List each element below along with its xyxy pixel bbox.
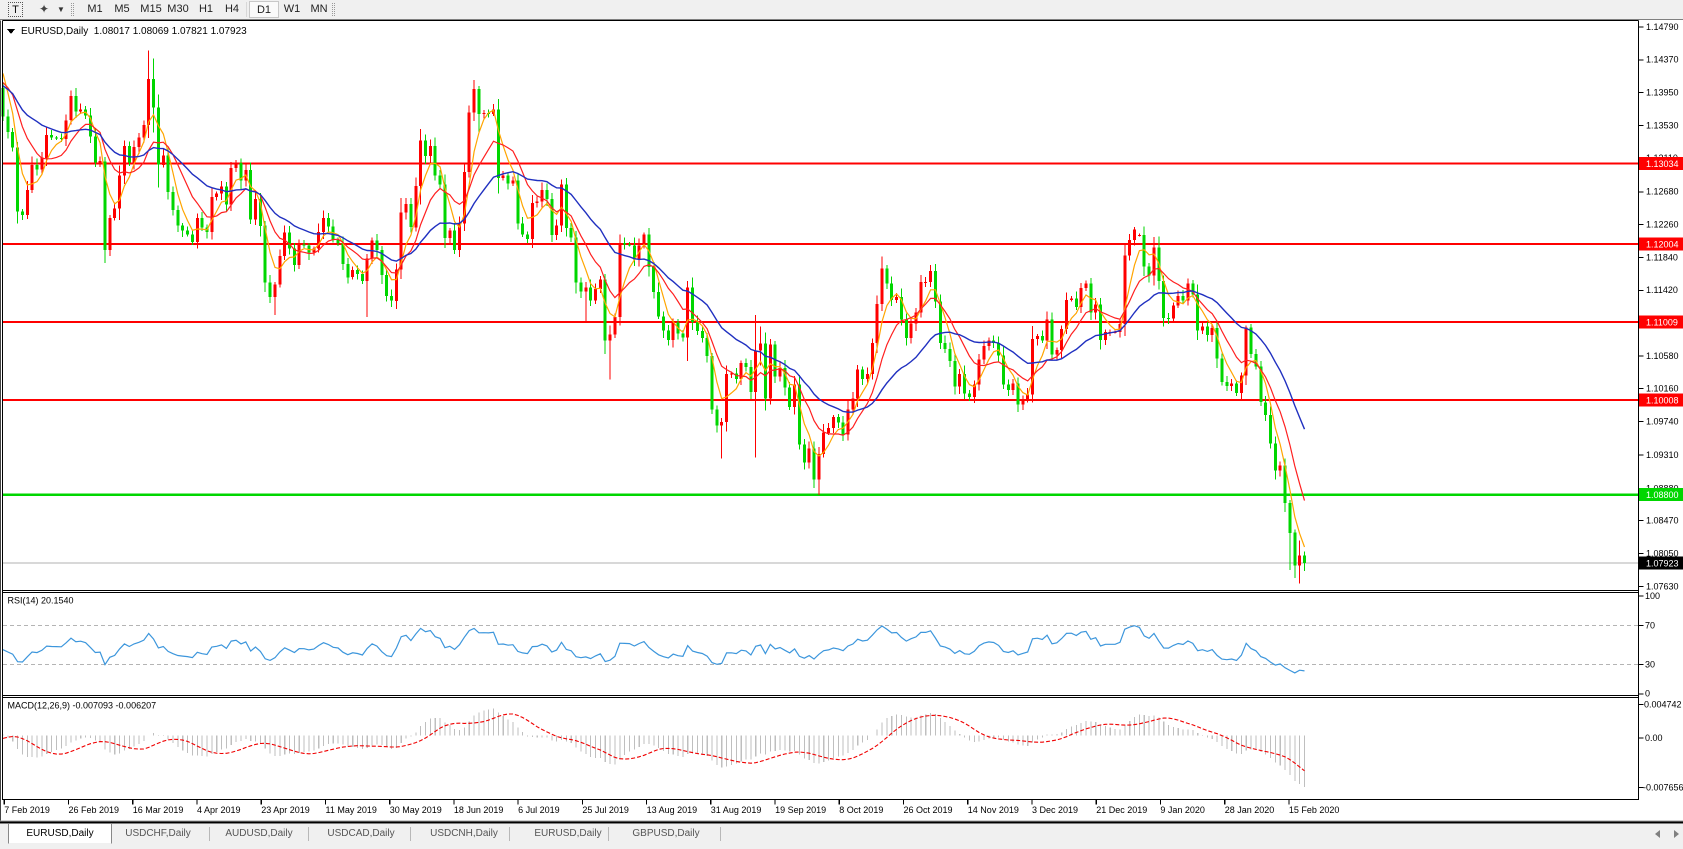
svg-text:11 May 2019: 11 May 2019 (326, 805, 377, 815)
svg-text:14 Nov 2019: 14 Nov 2019 (968, 805, 1019, 815)
svg-text:RSI(14) 20.1540: RSI(14) 20.1540 (8, 596, 74, 606)
svg-text:6 Jul 2019: 6 Jul 2019 (518, 805, 560, 815)
svg-text:1.11420: 1.11420 (1646, 285, 1678, 295)
svg-text:1.07630: 1.07630 (1646, 581, 1679, 591)
svg-text:30 May 2019: 30 May 2019 (390, 805, 442, 815)
svg-text:100: 100 (1645, 591, 1660, 601)
svg-text:9 Jan 2020: 9 Jan 2020 (1160, 805, 1205, 815)
svg-text:1.11840: 1.11840 (1646, 252, 1678, 262)
svg-text:26 Feb 2019: 26 Feb 2019 (69, 805, 120, 815)
svg-text:MACD(12,26,9) -0.007093 -0.006: MACD(12,26,9) -0.007093 -0.006207 (8, 701, 157, 711)
svg-text:1.11009: 1.11009 (1646, 317, 1678, 327)
svg-text:1.09310: 1.09310 (1646, 450, 1679, 460)
svg-text:16 Mar 2019: 16 Mar 2019 (133, 805, 184, 815)
svg-text:1.14790: 1.14790 (1646, 22, 1679, 32)
svg-text:3 Dec 2019: 3 Dec 2019 (1032, 805, 1078, 815)
svg-text:1.08470: 1.08470 (1646, 516, 1679, 526)
svg-text:31 Aug 2019: 31 Aug 2019 (711, 805, 762, 815)
svg-text:13 Aug 2019: 13 Aug 2019 (647, 805, 698, 815)
svg-text:1.13950: 1.13950 (1646, 88, 1679, 98)
svg-text:1.12260: 1.12260 (1646, 220, 1679, 230)
svg-text:1.12680: 1.12680 (1646, 187, 1679, 197)
svg-text:1.10580: 1.10580 (1646, 351, 1679, 361)
svg-text:1.10008: 1.10008 (1646, 396, 1679, 406)
svg-text:0.004742: 0.004742 (1644, 699, 1682, 709)
svg-text:28 Jan 2020: 28 Jan 2020 (1225, 805, 1275, 815)
svg-text:26 Oct 2019: 26 Oct 2019 (904, 805, 953, 815)
svg-text:EURUSD,Daily 1.08017 1.08069: EURUSD,Daily 1.08017 1.08069 1.07821 1.0… (21, 26, 247, 37)
svg-text:8 Oct 2019: 8 Oct 2019 (839, 805, 883, 815)
svg-text:1.08050: 1.08050 (1646, 549, 1679, 559)
svg-text:1.07923: 1.07923 (1646, 558, 1679, 568)
svg-text:25 Jul 2019: 25 Jul 2019 (582, 805, 629, 815)
svg-text:30: 30 (1645, 659, 1655, 669)
svg-text:1.08800: 1.08800 (1646, 490, 1679, 500)
svg-text:15 Feb 2020: 15 Feb 2020 (1289, 805, 1340, 815)
svg-text:1.14370: 1.14370 (1646, 55, 1679, 65)
svg-text:0: 0 (1645, 689, 1650, 699)
svg-text:7 Feb 2019: 7 Feb 2019 (4, 805, 50, 815)
svg-text:-0.007656: -0.007656 (1643, 782, 1683, 792)
svg-text:1.09740: 1.09740 (1646, 416, 1679, 426)
svg-text:23 Apr 2019: 23 Apr 2019 (261, 805, 310, 815)
svg-text:18 Jun 2019: 18 Jun 2019 (454, 805, 504, 815)
svg-text:21 Dec 2019: 21 Dec 2019 (1096, 805, 1147, 815)
svg-text:4 Apr 2019: 4 Apr 2019 (197, 805, 241, 815)
svg-text:1.12004: 1.12004 (1646, 240, 1679, 250)
svg-text:1.10160: 1.10160 (1646, 384, 1679, 394)
svg-text:19 Sep 2019: 19 Sep 2019 (775, 805, 826, 815)
svg-text:70: 70 (1645, 620, 1655, 630)
svg-text:0.00: 0.00 (1645, 733, 1663, 743)
svg-text:1.13530: 1.13530 (1646, 120, 1679, 130)
svg-text:1.13034: 1.13034 (1646, 159, 1679, 169)
